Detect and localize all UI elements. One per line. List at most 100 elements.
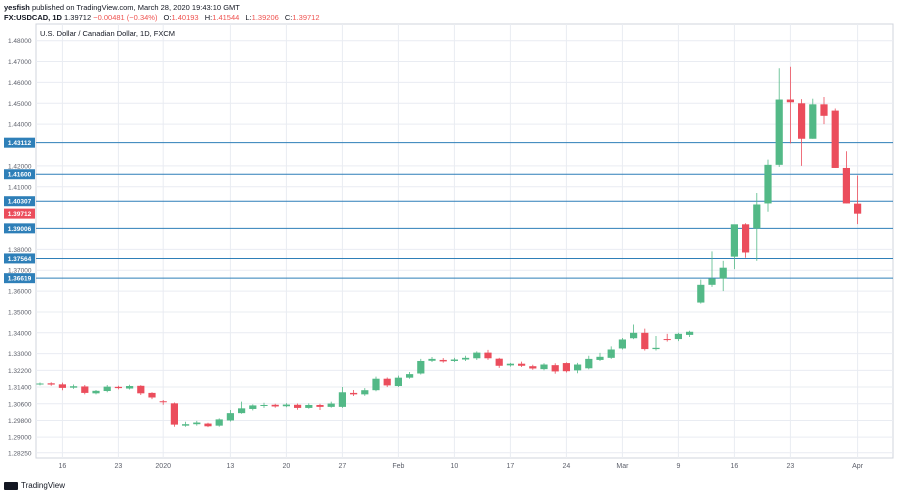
candle-body: [327, 403, 335, 407]
candle-body: [316, 405, 324, 407]
x-tick-label: Mar: [616, 463, 629, 470]
x-tick-label: 16: [59, 463, 67, 470]
chart-title: U.S. Dollar / Canadian Dollar, 1D, FXCM: [40, 29, 175, 38]
y-tick-label: 1.44000: [8, 122, 32, 129]
candle-body: [439, 359, 447, 362]
tradingview-logo-icon: [4, 481, 18, 490]
candle-body: [574, 364, 582, 371]
candle-body: [831, 110, 839, 168]
candle-body: [383, 378, 391, 386]
y-tick-label: 1.28250: [8, 450, 32, 457]
symbol: FX:USDCAD, 1D: [4, 13, 62, 22]
x-tick-label: 16: [731, 463, 739, 470]
publish-info: yesfish published on TradingView.com, Ma…: [4, 3, 240, 12]
y-tick-label: 1.30600: [8, 401, 32, 408]
candle-body: [764, 164, 772, 204]
candle-body: [518, 363, 526, 366]
y-tick-label: 1.29800: [8, 418, 32, 425]
candle-body: [338, 392, 346, 407]
price-level-tag: [4, 169, 35, 180]
candle-body: [596, 356, 604, 360]
candle-body: [775, 99, 783, 165]
candle-body: [92, 390, 100, 394]
candle-body: [417, 360, 425, 374]
candle-body: [394, 377, 402, 387]
open-value: 1.40193: [171, 13, 199, 22]
tradingview-footer: TradingView: [4, 481, 65, 490]
x-tick-label: 27: [339, 463, 347, 470]
open-label: O:: [163, 13, 172, 22]
plot-frame: [35, 23, 894, 459]
x-tick-label: 23: [115, 463, 123, 470]
candle-body: [506, 363, 514, 366]
close-value: 1.39712: [292, 13, 320, 22]
close-label: C:: [284, 13, 293, 22]
x-tick-label: 20: [283, 463, 291, 470]
candle-body: [182, 424, 190, 426]
high-label: H:: [204, 13, 213, 22]
y-tick-label: 1.32200: [8, 368, 32, 375]
candle-body: [103, 386, 111, 392]
low-label: L:: [245, 13, 252, 22]
candle-body: [708, 278, 716, 285]
candle-body: [36, 383, 44, 385]
candle-body: [249, 405, 257, 409]
price-level-tag: [4, 273, 35, 284]
price-level-label: 1.37564: [8, 256, 32, 263]
author-name: yesfish: [4, 3, 30, 12]
candle-body: [58, 384, 66, 388]
candle-body: [842, 167, 850, 204]
candle-body: [260, 405, 268, 407]
price-level-label: 1.36619: [8, 276, 32, 283]
candle-body: [551, 365, 559, 372]
price-change: −0.00481 (−0.34%): [93, 13, 158, 22]
candle-body: [618, 339, 626, 349]
candle-body: [372, 378, 380, 391]
candle-body: [663, 339, 671, 341]
candle-body: [462, 357, 470, 360]
candle-body: [495, 358, 503, 366]
y-tick-label: 1.38000: [8, 247, 32, 254]
candle-body: [450, 359, 458, 361]
price-level-tag: [4, 137, 35, 148]
y-tick-label: 1.31400: [8, 385, 32, 392]
candle-body: [294, 404, 302, 408]
last-price-tag: [4, 208, 35, 219]
candle-body: [350, 392, 358, 395]
y-tick-label: 1.29000: [8, 435, 32, 442]
candle-body: [47, 383, 55, 385]
candle-body: [305, 405, 313, 408]
low-value: 1.39206: [251, 13, 279, 22]
candle-body: [484, 352, 492, 359]
y-tick-label: 1.48000: [8, 38, 32, 45]
candle-body: [674, 333, 682, 340]
candle-body: [753, 204, 761, 229]
candle-body: [686, 331, 694, 335]
y-tick-label: 1.46000: [8, 80, 32, 87]
candle-body: [159, 401, 167, 403]
candle-body: [137, 385, 145, 394]
y-tick-label: 1.45000: [8, 101, 32, 108]
price-level-label: 1.41600: [8, 172, 32, 179]
y-tick-label: 1.34000: [8, 330, 32, 337]
candle-body: [126, 386, 134, 389]
y-tick-label: 1.35000: [8, 309, 32, 316]
candle-body: [204, 423, 212, 427]
last-price-label: 1.39712: [8, 211, 32, 218]
candle-body: [226, 413, 234, 421]
symbol-bar: FX:USDCAD, 1D 1.39712 −0.00481 (−0.34%) …: [4, 13, 320, 22]
candle-body: [786, 99, 794, 103]
price-level-label: 1.43112: [8, 140, 32, 147]
price-level-label: 1.39006: [8, 226, 32, 233]
x-tick-label: 24: [563, 463, 571, 470]
candle-body: [607, 349, 615, 358]
x-tick-label: 9: [676, 463, 680, 470]
y-tick-label: 1.42000: [8, 163, 32, 170]
x-tick-label: 17: [507, 463, 515, 470]
y-tick-label: 1.47000: [8, 59, 32, 66]
candle-body: [271, 404, 279, 407]
candle-body: [719, 267, 727, 279]
candle-body: [854, 203, 862, 214]
candle-body: [630, 332, 638, 339]
